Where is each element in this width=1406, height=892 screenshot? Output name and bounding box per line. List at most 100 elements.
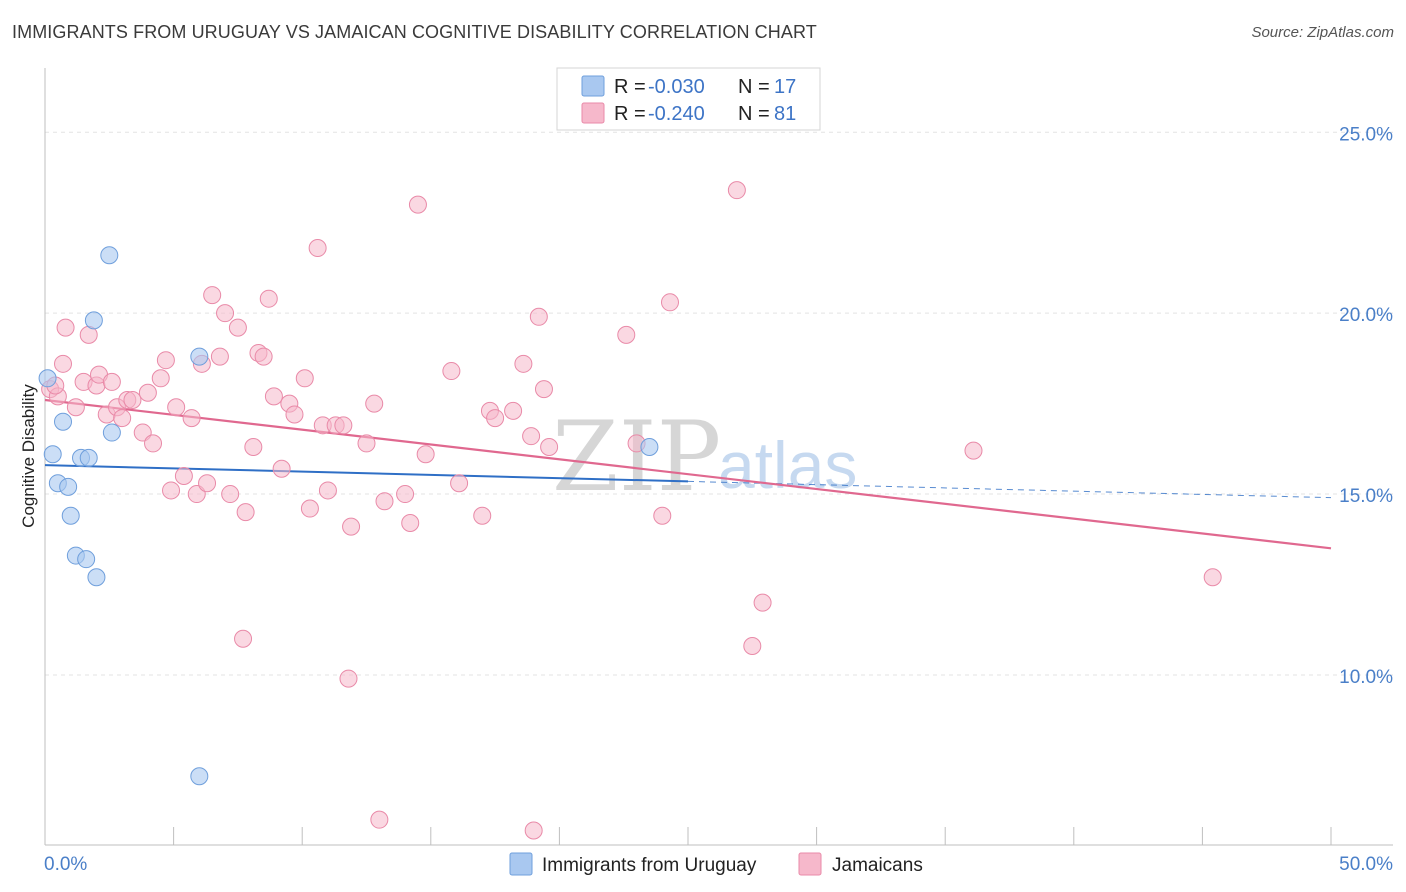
- y-tick-label: 20.0%: [1339, 305, 1393, 326]
- point-jamaicans: [244, 438, 263, 457]
- point-jamaicans: [123, 390, 142, 409]
- point-jamaicans: [138, 383, 157, 402]
- legend-box: R = -0.030 N = 17 R = -0.240 N = 81: [556, 67, 821, 131]
- point-jamaicans: [182, 409, 201, 428]
- point-jamaicans: [285, 405, 304, 424]
- legend-n-value-jamaicans: 81: [774, 103, 796, 125]
- y-tick-label: 10.0%: [1339, 667, 1393, 688]
- point-jamaicans: [102, 372, 121, 391]
- bottom-legend-label-jamaicans: Jamaicans: [832, 855, 923, 876]
- point-uruguay: [77, 550, 96, 569]
- point-jamaicans: [300, 499, 319, 518]
- point-jamaicans: [295, 369, 314, 388]
- point-jamaicans: [167, 398, 186, 417]
- point-jamaicans: [529, 307, 548, 326]
- point-jamaicans: [753, 593, 772, 612]
- bottom-legend-label-uruguay: Immigrants from Uruguay: [542, 855, 757, 876]
- point-jamaicans: [473, 506, 492, 525]
- point-uruguay: [61, 506, 80, 525]
- bottom-legend-swatch-uruguay: [509, 852, 533, 876]
- legend-r-value-uruguay: -0.030: [648, 76, 705, 98]
- point-jamaicans: [442, 362, 461, 381]
- point-jamaicans: [198, 474, 217, 493]
- trend-line-jamaicans: [44, 398, 1332, 550]
- point-uruguay: [84, 311, 103, 330]
- legend-r-label-jamaicans: R =: [614, 103, 646, 125]
- point-jamaicans: [401, 514, 420, 533]
- y-tick-label: 15.0%: [1339, 486, 1393, 507]
- point-jamaicans: [370, 810, 389, 829]
- point-jamaicans: [254, 347, 273, 366]
- point-jamaicans: [416, 445, 435, 464]
- trend-line-uruguay: [44, 464, 689, 483]
- point-uruguay: [102, 423, 121, 442]
- point-jamaicans: [210, 347, 229, 366]
- point-jamaicans: [514, 354, 533, 373]
- point-jamaicans: [156, 351, 175, 370]
- point-jamaicans: [228, 318, 247, 337]
- point-jamaicans: [56, 318, 75, 337]
- point-jamaicans: [964, 441, 983, 460]
- watermark-zip: ZIP: [552, 401, 721, 513]
- x-tick-label: 50.0%: [1339, 854, 1393, 875]
- chart-title: IMMIGRANTS FROM URUGUAY VS JAMAICAN COGN…: [12, 22, 817, 42]
- point-jamaicans: [617, 325, 636, 344]
- point-uruguay: [87, 568, 106, 587]
- point-jamaicans: [524, 821, 543, 840]
- point-jamaicans: [408, 195, 427, 214]
- point-jamaicans: [743, 637, 762, 656]
- point-jamaicans: [522, 427, 541, 446]
- legend-r-value-jamaicans: -0.240: [648, 103, 705, 125]
- point-uruguay: [640, 438, 659, 457]
- point-jamaicans: [540, 438, 559, 457]
- point-uruguay: [54, 412, 73, 431]
- y-axis-label: Cognitive Disability: [19, 384, 38, 528]
- point-jamaicans: [1203, 568, 1222, 587]
- point-jamaicans: [259, 289, 278, 308]
- point-jamaicans: [339, 669, 358, 688]
- point-jamaicans: [504, 401, 523, 420]
- point-uruguay: [59, 477, 78, 496]
- point-jamaicans: [450, 474, 469, 493]
- point-uruguay: [190, 767, 209, 786]
- point-uruguay: [79, 448, 98, 467]
- point-jamaicans: [342, 517, 361, 536]
- trend-line-uruguay-extension: [687, 480, 1332, 499]
- gridlines: [45, 131, 1393, 676]
- point-jamaicans: [113, 409, 132, 428]
- point-jamaicans: [144, 434, 163, 453]
- point-jamaicans: [151, 369, 170, 388]
- point-jamaicans: [308, 239, 327, 258]
- point-jamaicans: [727, 181, 746, 200]
- point-jamaicans: [221, 485, 240, 504]
- point-jamaicans: [334, 416, 353, 435]
- watermark-atlas: atlas: [718, 428, 857, 502]
- y-tick-label: 25.0%: [1339, 124, 1393, 145]
- point-jamaicans: [174, 466, 193, 485]
- point-jamaicans: [365, 394, 384, 413]
- point-jamaicans: [203, 286, 222, 305]
- point-uruguay: [38, 369, 57, 388]
- x-tick-label: 0.0%: [44, 854, 87, 875]
- legend-n-label-jamaicans: N =: [738, 103, 770, 125]
- point-jamaicans: [234, 629, 253, 648]
- point-jamaicans: [236, 503, 255, 522]
- point-uruguay: [190, 347, 209, 366]
- point-uruguay: [100, 246, 119, 265]
- legend-r-label-uruguay: R =: [614, 76, 646, 98]
- point-jamaicans: [486, 409, 505, 428]
- legend-swatch-jamaicans: [581, 102, 605, 124]
- point-jamaicans: [396, 485, 415, 504]
- point-jamaicans: [264, 387, 283, 406]
- point-jamaicans: [375, 492, 394, 511]
- point-jamaicans: [660, 293, 679, 312]
- legend-n-value-uruguay: 17: [774, 76, 796, 98]
- point-jamaicans: [66, 398, 85, 417]
- y-tick-labels: 10.0% 15.0% 20.0% 25.0%: [1339, 124, 1393, 688]
- point-jamaicans: [653, 506, 672, 525]
- x-tick-labels: 0.0% 50.0%: [44, 854, 1393, 875]
- source-label: Source: ZipAtlas.com: [1251, 24, 1394, 41]
- point-jamaicans: [54, 354, 73, 373]
- legend-n-label-uruguay: N =: [738, 76, 770, 98]
